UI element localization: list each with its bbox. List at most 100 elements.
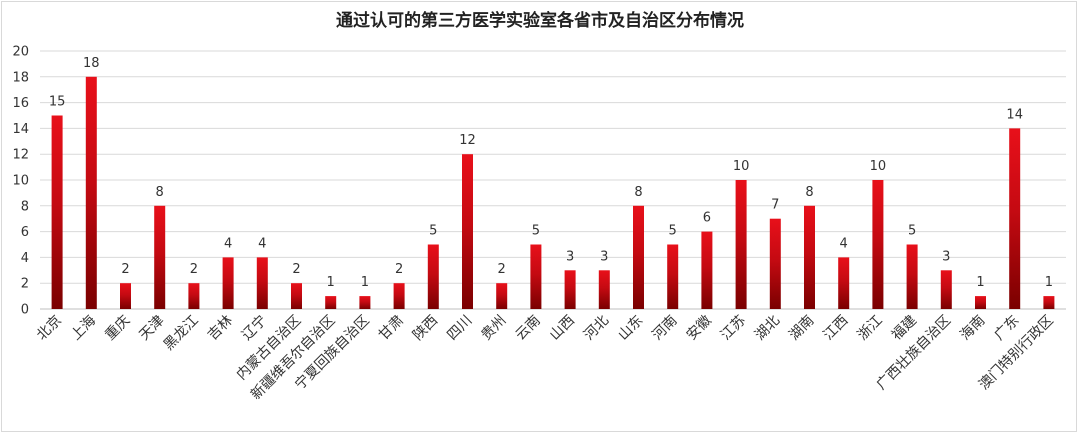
y-tick-label: 0 (21, 303, 29, 318)
bar (85, 76, 97, 309)
bar (325, 296, 337, 309)
bar (154, 205, 166, 309)
bars (51, 76, 1055, 309)
y-tick-label: 10 (12, 174, 29, 189)
data-label: 8 (805, 185, 813, 200)
data-label: 3 (600, 249, 608, 264)
data-label: 5 (669, 224, 677, 239)
bar (530, 244, 542, 309)
bar (804, 205, 815, 309)
data-label: 1 (361, 275, 369, 290)
data-label: 8 (634, 185, 642, 200)
data-label: 14 (1006, 107, 1023, 122)
x-tick-label: 海南 (957, 313, 988, 344)
data-label: 8 (156, 185, 164, 200)
data-label: 2 (498, 262, 506, 277)
bar (940, 270, 952, 309)
gridlines (40, 50, 1066, 310)
x-tick-label: 江苏 (718, 313, 749, 344)
x-tick-label: 浙江 (855, 313, 886, 344)
data-label: 5 (908, 224, 916, 239)
x-tick-label: 重庆 (102, 313, 133, 344)
data-label: 1 (976, 275, 984, 290)
data-label: 10 (870, 159, 887, 174)
data-label: 4 (840, 236, 848, 251)
bar (496, 283, 508, 309)
x-tick-label: 湖南 (786, 313, 817, 344)
bar (769, 218, 781, 309)
bar (188, 283, 200, 309)
bar (598, 270, 610, 309)
data-label: 4 (258, 236, 266, 251)
bar (427, 244, 439, 309)
y-tick-label: 8 (21, 199, 29, 214)
bar (291, 283, 302, 309)
y-tick-label: 14 (12, 122, 29, 137)
data-label: 3 (942, 249, 950, 264)
bar (359, 296, 371, 309)
bar (906, 244, 918, 309)
bar (51, 115, 63, 309)
y-tick-label: 18 (12, 70, 29, 85)
x-tick-label: 陕西 (410, 313, 441, 344)
data-label: 1 (327, 275, 335, 290)
x-tick-label: 上海 (68, 313, 99, 344)
x-tick-label: 山东 (615, 313, 646, 344)
bar (975, 296, 986, 309)
data-label: 5 (429, 224, 437, 239)
x-tick-label: 江西 (820, 313, 851, 344)
bar (838, 257, 850, 309)
x-tick-label: 吉林 (205, 313, 236, 344)
data-label: 5 (532, 224, 540, 239)
data-label: 6 (703, 211, 711, 226)
data-label: 12 (459, 133, 476, 148)
y-tick-label: 12 (12, 148, 29, 163)
x-tick-label: 安徽 (684, 313, 715, 344)
y-tick-label: 2 (21, 277, 29, 292)
y-tick-label: 6 (21, 225, 29, 240)
data-label: 7 (771, 198, 779, 213)
bar (1009, 128, 1021, 309)
data-label: 2 (190, 262, 198, 277)
data-label: 1 (1045, 275, 1053, 290)
bar (701, 231, 713, 309)
bar (735, 180, 747, 309)
chart-title: 通过认可的第三方医学实验室各省市及自治区分布情况 (336, 10, 744, 31)
data-label: 2 (395, 262, 403, 277)
data-label: 2 (121, 262, 129, 277)
bar (393, 283, 405, 309)
data-label: 10 (733, 159, 750, 174)
x-tick-label: 北京 (34, 313, 65, 344)
x-tick-label: 山西 (547, 313, 578, 344)
x-tick-label: 贵州 (478, 313, 509, 344)
bar (120, 283, 131, 309)
y-tick-label: 16 (12, 96, 29, 111)
data-label: 15 (49, 95, 66, 110)
x-tick-label: 甘肃 (376, 313, 407, 344)
bar (564, 270, 576, 309)
y-tick-label: 20 (12, 45, 29, 60)
x-tick-label: 四川 (444, 313, 475, 344)
x-tick-label: 河南 (649, 313, 680, 344)
data-label: 3 (566, 249, 574, 264)
bar (256, 257, 268, 309)
y-tick-label: 4 (21, 251, 29, 266)
x-tick-label: 河北 (581, 313, 612, 344)
x-tick-label: 湖北 (752, 313, 783, 344)
bar (633, 205, 644, 309)
data-label: 2 (292, 262, 300, 277)
x-tick-label: 黑龙江 (161, 313, 202, 354)
bar (222, 257, 234, 309)
bar (872, 180, 884, 309)
x-tick-label: 云南 (513, 313, 544, 344)
bar (1043, 296, 1055, 309)
data-label: 18 (83, 56, 100, 71)
y-axis: 0 2 4 6 8 10 12 14 16 18 20 (12, 45, 29, 318)
bar (667, 244, 679, 309)
bar (462, 154, 473, 309)
data-label: 4 (224, 236, 232, 251)
